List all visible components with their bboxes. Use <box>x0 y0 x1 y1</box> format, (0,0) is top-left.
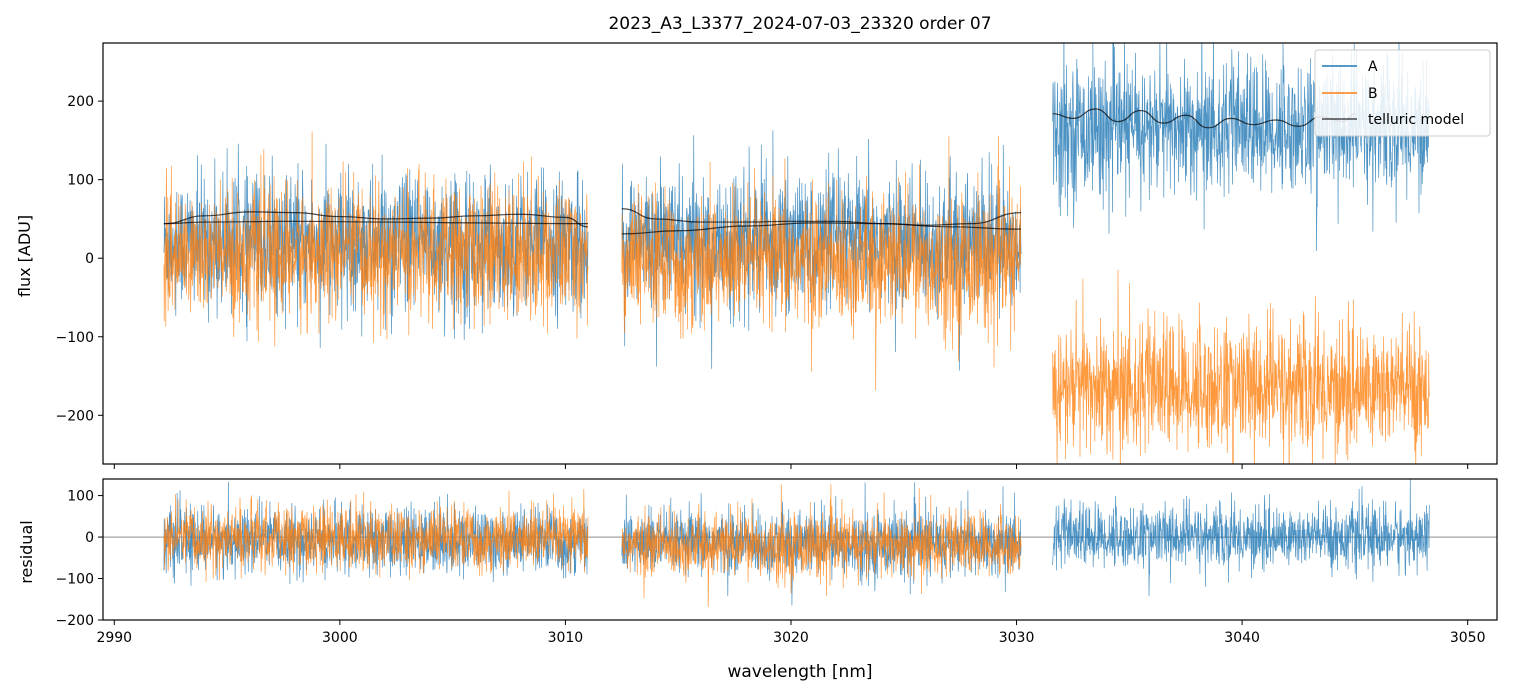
flux-axes-frame <box>102 42 1498 465</box>
flux-series-a-segment-3 <box>1052 43 1430 252</box>
residual-x-tick-label: 3010 <box>548 630 584 646</box>
residual-y-ticks: −200 −100 0 100 <box>56 489 103 629</box>
residual-series-a-segment-3 <box>1052 479 1430 597</box>
residual-y-tick-label: −100 <box>56 572 94 588</box>
residual-x-tick-label: 3030 <box>999 630 1035 646</box>
flux-y-ticks: −200 −100 0 100 200 <box>56 94 103 424</box>
residual-plot-area <box>103 479 1497 608</box>
flux-series-b-segment-3 <box>1052 269 1430 464</box>
telluric-model-curve-2 <box>163 220 588 225</box>
flux-plot-area <box>163 43 1430 464</box>
x-axis-label: wavelength [nm] <box>727 662 872 682</box>
residual-y-tick-label: 100 <box>67 489 94 505</box>
residual-x-tick-label: 3050 <box>1450 630 1486 646</box>
residual-x-tick-label: 3020 <box>773 630 809 646</box>
flux-y-axis-label: flux [ADU] <box>15 215 34 297</box>
residual-series-b-segment-1 <box>163 488 589 582</box>
residual-series-b-segment-2 <box>621 484 1022 608</box>
flux-panel: 2023_A3_L3377_2024-07-03_23320 order 07 … <box>15 14 1498 469</box>
legend-label-a: A <box>1368 59 1378 75</box>
flux-y-tick-label: −100 <box>56 330 94 346</box>
flux-series-b-segment-1 <box>163 131 589 347</box>
legend-box <box>1314 49 1491 137</box>
flux-y-tick-label: −200 <box>56 408 94 424</box>
residual-y-tick-label: −200 <box>56 613 94 629</box>
flux-y-tick-label: 0 <box>85 251 94 267</box>
residual-x-tick-label: 3000 <box>322 630 358 646</box>
residual-y-tick-label: 0 <box>85 530 94 546</box>
flux-x-ticks <box>113 464 1469 469</box>
telluric-model-curve-3 <box>621 208 1022 226</box>
telluric-model-curve-1 <box>163 211 588 228</box>
flux-series-b-segment-2 <box>621 135 1022 391</box>
chart-title: 2023_A3_L3377_2024-07-03_23320 order 07 <box>608 14 991 34</box>
telluric-model-curve-5 <box>1052 108 1355 129</box>
residual-x-tick-label: 2990 <box>96 630 132 646</box>
legend: A B telluric model <box>1314 49 1491 137</box>
legend-label-telluric: telluric model <box>1368 112 1464 128</box>
flux-y-tick-label: 200 <box>67 94 94 110</box>
residual-y-axis-label: residual <box>17 520 36 583</box>
residual-x-tick-label: 3040 <box>1224 630 1260 646</box>
legend-label-b: B <box>1368 86 1378 102</box>
residual-x-ticks: 2990 3000 3010 3020 3030 3040 3050 <box>96 620 1485 646</box>
residual-axes-frame <box>102 478 1498 621</box>
telluric-model-curve-4 <box>621 222 1022 235</box>
residual-panel: residual −200 −100 0 100 2990 3000 3010 3020 30… <box>17 478 1498 682</box>
flux-y-tick-label: 100 <box>67 173 94 189</box>
